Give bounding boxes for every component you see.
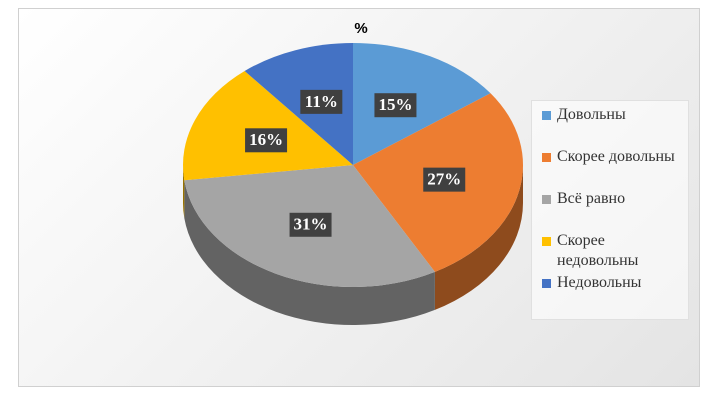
legend-label: Скорее довольны (557, 148, 675, 165)
legend-label: Довольны (557, 106, 626, 123)
data-label: 16% (249, 130, 283, 149)
data-label-box (300, 89, 343, 114)
legend-swatch (542, 195, 551, 204)
legend-swatch (542, 111, 551, 120)
data-label-box (423, 167, 466, 192)
legend-item: Недовольны (538, 273, 682, 315)
legend-label: Недовольны (557, 274, 642, 291)
legend-swatch (542, 153, 551, 162)
chart-title: % (354, 20, 367, 37)
legend-label: Скорее недовольны (557, 232, 639, 269)
data-label: 15% (378, 95, 412, 114)
data-label-box (245, 128, 288, 153)
legend-label: Всё равно (557, 190, 626, 207)
legend-swatch (542, 279, 551, 288)
data-label-box (374, 93, 417, 118)
slice-side (184, 180, 435, 325)
slice (183, 70, 353, 181)
legend-item: Довольны (538, 105, 682, 147)
slice-side (434, 165, 524, 310)
legend-item: Скорее довольны (538, 147, 682, 189)
slice (244, 43, 353, 165)
legend: Довольны Скорее довольны Всё равно Скорее н… (531, 100, 689, 320)
slice-side (183, 165, 185, 219)
legend-item: Всё равно (538, 189, 682, 231)
data-label: 11% (305, 92, 338, 111)
legend-swatch (542, 237, 551, 246)
data-label-box (289, 212, 332, 237)
data-label: 31% (294, 215, 328, 234)
legend-item: Скорее недовольны (538, 231, 682, 273)
slice (353, 43, 491, 165)
data-label: 27% (427, 170, 461, 189)
